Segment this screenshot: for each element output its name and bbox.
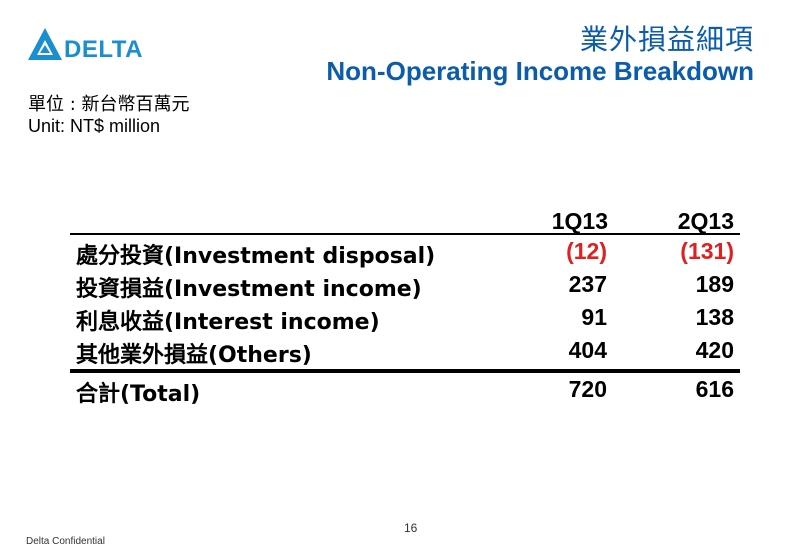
page-number: 16 <box>404 521 418 535</box>
row-label: 利息收益(Interest income) <box>76 310 380 335</box>
row-value-2q13: 138 <box>695 304 734 330</box>
table-row: 投資損益(Investment income) 237 189 <box>70 268 740 302</box>
page-title-english: Non-Operating Income Breakdown <box>326 56 754 86</box>
column-header-2q13: 2Q13 <box>677 208 734 234</box>
total-label: 合計(Total) <box>76 382 201 407</box>
row-value-1q13: 91 <box>581 304 607 330</box>
row-label: 投資損益(Investment income) <box>76 277 422 302</box>
unit-label-chinese: 單位 : 新台幣百萬元 <box>28 94 190 115</box>
breakdown-table: 1Q13 2Q13 處分投資(Investment disposal) (12)… <box>70 205 740 407</box>
page-title-chinese: 業外損益細項 <box>579 23 754 56</box>
logo-text: DELTA <box>64 36 143 63</box>
row-value-2q13: 189 <box>695 271 734 297</box>
total-value-1q13: 720 <box>568 376 607 402</box>
table-row: 其他業外損益(Others) 404 420 <box>70 334 740 368</box>
row-value-2q13: 420 <box>695 337 734 363</box>
total-value-2q13: 616 <box>695 376 734 402</box>
delta-triangle-icon <box>28 28 62 60</box>
column-header-1q13: 1Q13 <box>551 208 608 234</box>
unit-label-english: Unit: NT$ million <box>28 116 161 136</box>
row-value-1q13: 237 <box>568 271 607 297</box>
table-header-row: 1Q13 2Q13 <box>70 205 740 234</box>
total-divider <box>70 369 740 373</box>
row-value-1q13: 404 <box>568 337 607 363</box>
table-row: 處分投資(Investment disposal) (12) (131) <box>70 235 740 269</box>
delta-logo <box>26 26 156 66</box>
table-row: 利息收益(Interest income) 91 138 <box>70 301 740 335</box>
row-label: 處分投資(Investment disposal) <box>76 244 436 269</box>
confidential-notice: Delta Confidential <box>26 536 105 547</box>
row-value-2q13: (131) <box>680 238 734 264</box>
row-label: 其他業外損益(Others) <box>76 343 312 368</box>
row-value-1q13: (12) <box>566 238 607 264</box>
total-row: 合計(Total) 720 616 <box>70 373 740 407</box>
header-divider <box>70 233 740 235</box>
